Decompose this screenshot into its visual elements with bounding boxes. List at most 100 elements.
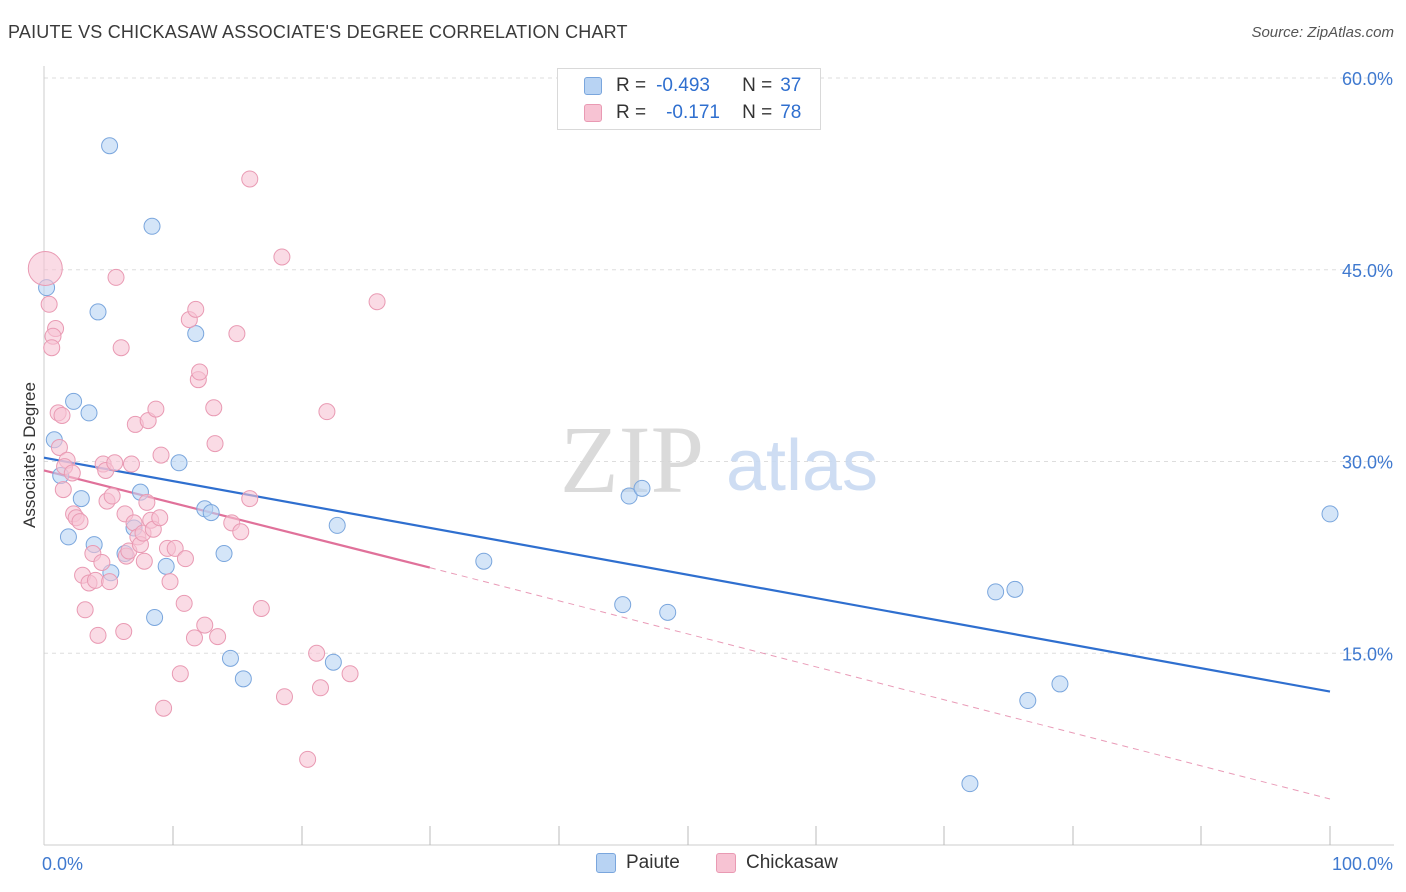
chickasaw-point-70 xyxy=(273,248,291,266)
chickasaw-point-45 xyxy=(147,400,165,418)
axes xyxy=(43,66,1394,846)
chickasaw-point-27 xyxy=(106,454,124,472)
tick-labels: 15.0% 30.0% 45.0% 60.0% 0.0% 100.0% xyxy=(42,69,1393,874)
x-tick-label-0: 0.0% xyxy=(42,854,83,874)
paiute-r-label: R = xyxy=(616,75,647,96)
paiute-trend-line xyxy=(43,456,1331,693)
chickasaw-point-57 xyxy=(185,629,203,647)
gridlines xyxy=(44,77,1394,654)
chickasaw-point-73 xyxy=(308,644,326,662)
paiute-n-label: N = xyxy=(742,75,773,96)
paiute-point-2 xyxy=(143,217,161,235)
legend-label-paiute: Paiute xyxy=(626,852,680,873)
chickasaw-point-0 xyxy=(27,250,63,286)
paiute-point-32 xyxy=(1006,580,1024,598)
chart-source: Source: ZipAtlas.com xyxy=(1251,24,1394,41)
chickasaw-point-26 xyxy=(103,487,121,505)
chickasaw-point-77 xyxy=(368,293,386,311)
paiute-point-4 xyxy=(187,325,205,343)
paiute-point-26 xyxy=(475,552,493,570)
chickasaw-r-label: R = xyxy=(616,102,647,123)
paiute-point-29 xyxy=(614,596,632,614)
chickasaw-point-30 xyxy=(115,623,133,641)
chickasaw-point-62 xyxy=(206,435,224,453)
chickasaw-point-54 xyxy=(176,550,194,568)
paiute-point-1 xyxy=(101,137,119,155)
chickasaw-point-60 xyxy=(196,616,214,634)
chickasaw-point-41 xyxy=(138,493,156,511)
chickasaw-n-value: 78 xyxy=(780,102,802,123)
paiute-point-33 xyxy=(1019,692,1037,710)
chickasaw-point-69 xyxy=(252,600,270,618)
chickasaw-point-74 xyxy=(311,679,329,697)
paiute-point-34 xyxy=(1051,675,1069,693)
chickasaw-point-63 xyxy=(209,628,227,646)
paiute-point-14 xyxy=(59,528,77,546)
legend-swatch-paiute xyxy=(596,853,616,873)
chickasaw-point-65 xyxy=(228,325,246,343)
chickasaw-point-75 xyxy=(318,403,336,421)
paiute-point-28 xyxy=(633,479,651,497)
chickasaw-point-50 xyxy=(161,573,179,591)
paiute-point-21 xyxy=(146,608,164,626)
chickasaw-point-72 xyxy=(299,750,317,768)
chickasaw-point-52 xyxy=(171,665,189,683)
chickasaw-point-76 xyxy=(341,665,359,683)
legend-item-chickasaw[interactable]: Chickasaw xyxy=(716,852,838,874)
paiute-point-5 xyxy=(65,392,83,410)
chickasaw-r-value: -0.171 xyxy=(666,102,720,123)
chickasaw-point-48 xyxy=(155,699,173,717)
legend-swatch-chickasaw xyxy=(716,853,736,873)
y-tick-label-45: 45.0% xyxy=(1342,261,1393,281)
chickasaw-point-53 xyxy=(175,594,193,612)
paiute-point-6 xyxy=(80,404,98,422)
chickasaw-point-68 xyxy=(241,170,259,188)
y-tick-label-60: 60.0% xyxy=(1342,69,1393,89)
stats-row-chickasaw: R = -0.171 N = 78 xyxy=(584,100,801,126)
series-legend: Paiute Chickasaw xyxy=(0,852,1406,878)
data-points xyxy=(27,137,1339,793)
legend-item-paiute[interactable]: Paiute xyxy=(596,852,680,874)
paiute-point-13 xyxy=(202,504,220,522)
paiute-point-18 xyxy=(215,545,233,563)
paiute-point-24 xyxy=(324,653,342,671)
chickasaw-point-71 xyxy=(275,688,293,706)
chickasaw-point-6 xyxy=(53,406,71,424)
chickasaw-point-28 xyxy=(107,268,125,286)
chickasaw-trend-extended xyxy=(429,567,1331,800)
paiute-point-22 xyxy=(221,649,239,667)
chickasaw-point-25 xyxy=(101,573,119,591)
paiute-point-31 xyxy=(987,583,1005,601)
chickasaw-point-10 xyxy=(63,464,81,482)
paiute-point-10 xyxy=(72,490,90,508)
stats-legend: R = -0.493 N = 37 R = -0.171 N = 78 xyxy=(557,68,821,130)
chickasaw-point-34 xyxy=(122,455,140,473)
chickasaw-point-40 xyxy=(135,552,153,570)
paiute-n-value: 37 xyxy=(780,75,802,96)
chickasaw-point-56 xyxy=(187,300,205,318)
chickasaw-point-7 xyxy=(50,438,68,456)
chickasaw-point-61 xyxy=(205,399,223,417)
chickasaw-point-51 xyxy=(166,539,184,557)
chickasaw-point-46 xyxy=(151,509,169,527)
chickasaw-point-67 xyxy=(241,490,259,508)
chickasaw-n-label: N = xyxy=(742,102,773,123)
y-tick-label-30: 30.0% xyxy=(1342,453,1393,473)
chickasaw-swatch xyxy=(584,104,602,122)
paiute-point-27 xyxy=(620,487,638,505)
chickasaw-point-20 xyxy=(89,626,107,644)
watermark-atlas: atlas xyxy=(726,426,878,506)
chickasaw-point-11 xyxy=(54,481,72,499)
paiute-point-19 xyxy=(157,557,175,575)
chickasaw-point-66 xyxy=(232,523,250,541)
chickasaw-point-47 xyxy=(152,446,170,464)
paiute-point-9 xyxy=(170,454,188,472)
paiute-point-36 xyxy=(1321,505,1339,523)
paiute-point-3 xyxy=(89,303,107,321)
chickasaw-point-21 xyxy=(93,553,111,571)
y-tick-label-15: 15.0% xyxy=(1342,644,1393,664)
paiute-point-30 xyxy=(659,603,677,621)
chickasaw-point-14 xyxy=(71,513,89,531)
chickasaw-point-59 xyxy=(191,363,209,381)
chickasaw-point-4 xyxy=(43,339,61,357)
